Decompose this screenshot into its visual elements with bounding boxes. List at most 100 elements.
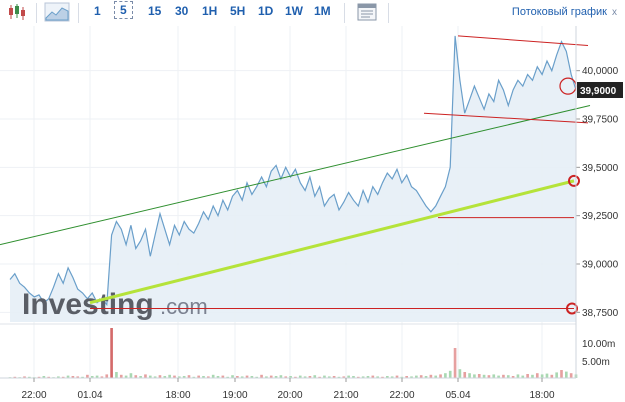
volume-bar	[23, 376, 26, 378]
volume-bar	[487, 375, 491, 378]
volume-bar	[255, 376, 259, 378]
price-area-fill	[10, 35, 576, 323]
x-axis-tick-label: 22:00	[21, 390, 46, 401]
volume-bar	[419, 375, 423, 378]
volume-bar	[511, 376, 515, 378]
volume-bar	[245, 375, 249, 378]
volume-bars	[8, 328, 578, 378]
volume-bar	[327, 376, 331, 378]
volume-bar	[332, 376, 336, 378]
volume-axis-tick-label: 10.00m	[582, 339, 615, 350]
volume-bar	[371, 375, 375, 378]
last-price-box	[577, 82, 623, 98]
volume-bar	[139, 376, 142, 378]
y-axis-tick-label: 38,7500	[582, 308, 619, 319]
volume-bar	[115, 372, 118, 378]
volume-bar	[502, 374, 505, 378]
volume-bar	[265, 376, 268, 378]
volume-bar	[352, 376, 355, 378]
volume-bar	[61, 376, 65, 378]
volume-bar	[192, 376, 196, 378]
timeframe-1[interactable]: 1	[94, 4, 101, 18]
volume-bar	[555, 372, 558, 378]
volume-bar	[13, 376, 17, 378]
timeframe-1m[interactable]: 1M	[314, 4, 331, 18]
x-axis-tick-label: 20:00	[277, 390, 302, 401]
volume-bar	[521, 375, 525, 378]
volume-bar	[216, 376, 220, 378]
volume-bar	[540, 374, 544, 378]
volume-bar	[463, 372, 467, 378]
volume-bar	[177, 376, 181, 378]
y-axis-tick-label: 39,7500	[582, 115, 619, 126]
time-axis: 22:00 01.04 18:00 19:00 20:00 21:00 22:00 05.04…	[0, 377, 576, 401]
volume-bar	[207, 376, 210, 378]
volume-bar	[148, 375, 152, 378]
volume-bar	[347, 375, 350, 378]
volume-bar	[448, 370, 452, 378]
x-axis-tick-label: 19:00	[222, 390, 247, 401]
volume-bar	[424, 376, 428, 378]
price-axis: 40,0000 39,7500 39,5000 39,2500 39,0000 38,75…	[575, 26, 619, 378]
volume-bar	[168, 374, 171, 378]
volume-bar	[81, 376, 84, 378]
volume-bar	[95, 375, 99, 378]
price-chart[interactable]: Investing .com 40,000039,750039,500039,2…	[0, 26, 625, 402]
timeframe-1w[interactable]: 1W	[285, 4, 303, 18]
volume-bar	[390, 376, 394, 378]
volume-bar	[279, 375, 283, 378]
drawing-annotations[interactable]	[0, 35, 591, 315]
marker-circle	[568, 174, 580, 187]
volume-bar	[158, 375, 162, 378]
volume-bar	[400, 376, 404, 378]
volume-bar	[86, 374, 89, 378]
volume-bar	[221, 375, 225, 378]
volume-bar	[269, 375, 273, 378]
volume-bar	[516, 374, 520, 378]
volume-bar	[468, 373, 471, 378]
close-icon[interactable]: x	[612, 7, 617, 18]
volume-bar	[134, 375, 138, 378]
volume-bar	[361, 376, 365, 378]
volume-bar	[458, 369, 462, 378]
volume-bar	[173, 375, 176, 378]
timeframe-5[interactable]: 5	[114, 1, 133, 19]
timeframe-1h[interactable]: 1H	[202, 4, 218, 18]
streaming-chart-label[interactable]: Потоковый график	[511, 6, 607, 18]
volume-bar	[482, 374, 486, 378]
volume-bar	[260, 374, 263, 378]
area-chart-icon[interactable]	[44, 2, 70, 22]
volume-bar	[197, 375, 200, 378]
candlestick-icon[interactable]	[6, 2, 28, 22]
settings-panel-icon[interactable]	[356, 2, 378, 22]
timeframe-5h[interactable]: 5H	[230, 4, 246, 18]
volume-bar	[274, 376, 278, 378]
volume-bar	[395, 375, 399, 378]
marker-circle	[566, 302, 578, 315]
volume-bar	[42, 376, 46, 378]
timeframe-30[interactable]: 30	[175, 4, 189, 18]
volume-axis: 10.00m 5.00m	[582, 339, 615, 368]
timeframe-15[interactable]: 15	[148, 4, 162, 18]
volume-bar	[429, 374, 433, 378]
trendline-lime	[89, 179, 575, 305]
volume-bar	[66, 375, 70, 378]
volume-bar	[202, 376, 205, 378]
volume-bar	[28, 376, 31, 378]
x-axis-tick-label: 18:00	[529, 390, 554, 401]
y-axis-tick-label: 40,0000	[582, 66, 619, 77]
volume-bar	[187, 375, 191, 378]
streaming-chart-link[interactable]: Потоковый график x	[512, 6, 617, 18]
volume-bar	[47, 376, 51, 378]
volume-bar	[308, 376, 312, 378]
volume-bar	[226, 376, 230, 378]
volume-bar	[284, 376, 288, 378]
timeframe-1d[interactable]: 1D	[258, 4, 274, 18]
y-axis-tick-label: 39,5000	[582, 163, 619, 174]
volume-bar	[550, 374, 554, 378]
x-axis-tick-label: 22:00	[389, 390, 414, 401]
toolbar-divider	[36, 3, 37, 23]
toolbar-divider	[388, 3, 389, 23]
price-line	[9, 35, 577, 307]
volume-bar	[100, 376, 104, 378]
